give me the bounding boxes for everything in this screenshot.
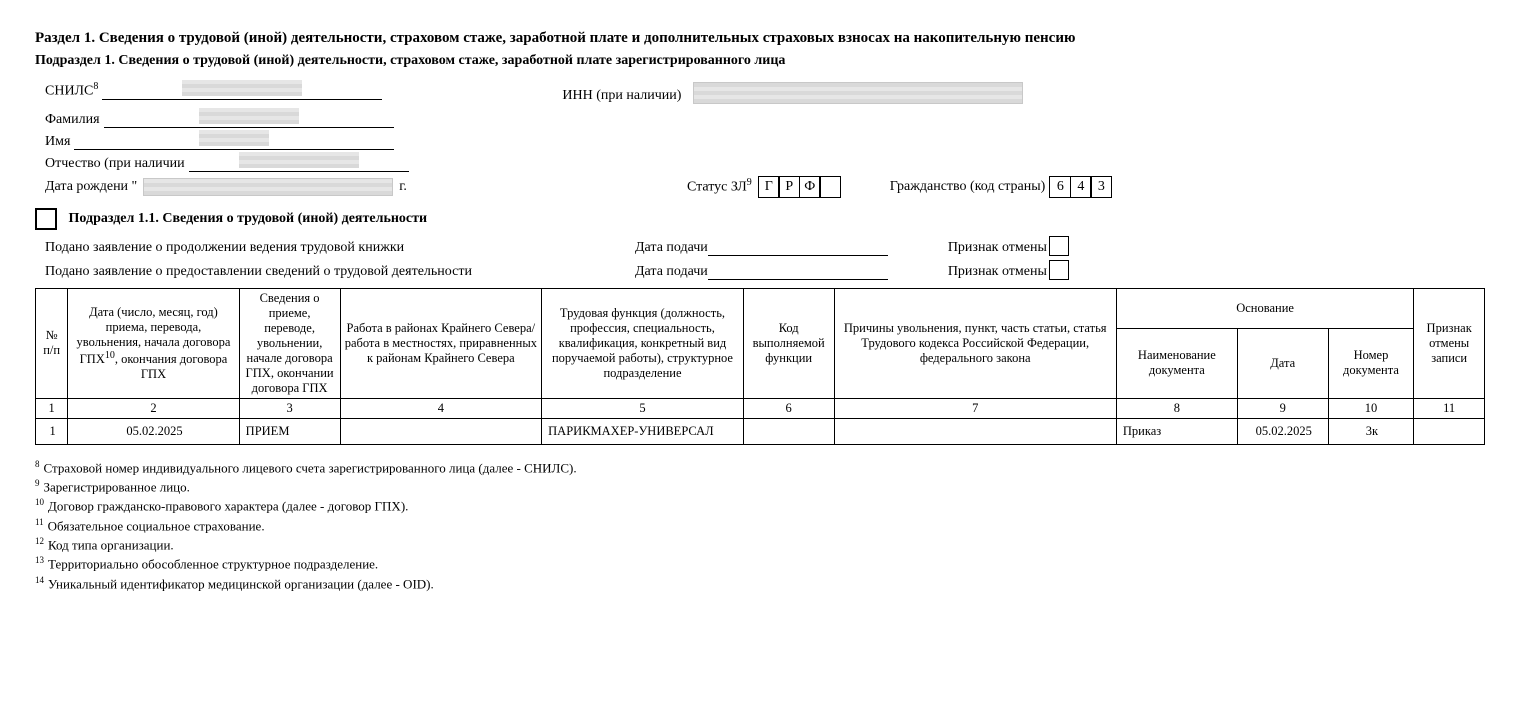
cell-docname: Приказ — [1116, 418, 1237, 444]
subsection-11-title: Подраздел 1.1. Сведения о трудовой (иной… — [69, 211, 428, 227]
status-char-2: Р — [778, 176, 800, 198]
cancel-flag-checkbox-2[interactable] — [1049, 260, 1069, 280]
footnote: 12Код типа организации. — [35, 536, 1485, 553]
th-basis-group: Основание — [1116, 288, 1413, 328]
date-submitted-label-2: Дата подачи — [635, 264, 708, 280]
snils-label: СНИЛС8 — [45, 81, 98, 100]
birthdate-value — [143, 178, 393, 196]
birthdate-suffix: г. — [399, 179, 407, 195]
decl-continue-label: Подано заявление о продолжении ведения т… — [45, 240, 635, 256]
th-date: Дата (число, месяц, год) приема, перевод… — [68, 288, 239, 398]
table-row: 1 05.02.2025 ПРИЕМ ПАРИКМАХЕР-УНИВЕРСАЛ … — [36, 418, 1485, 444]
citizenship-boxes: 6 4 3 — [1049, 176, 1111, 198]
cancel-flag-checkbox-1[interactable] — [1049, 236, 1069, 256]
subsection-title: Подраздел 1. Сведения о трудовой (иной) … — [35, 53, 1485, 69]
th-docnum: Номер документа — [1328, 328, 1414, 398]
citizenship-char-2: 4 — [1070, 176, 1092, 198]
cancel-flag-label-1: Признак отмены — [948, 240, 1047, 256]
status-char-4 — [819, 176, 841, 198]
status-boxes: Г Р Ф — [758, 176, 840, 198]
th-reason: Причины увольнения, пункт, часть статьи,… — [834, 288, 1116, 398]
citizenship-char-3: 3 — [1090, 176, 1112, 198]
citizenship-char-1: 6 — [1049, 176, 1071, 198]
citizenship-label: Гражданство (код страны) — [890, 179, 1046, 195]
cell-docnum: 3к — [1328, 418, 1414, 444]
cell-cancel — [1414, 418, 1485, 444]
th-north: Работа в районах Крайнего Севера/работа … — [340, 288, 542, 398]
cell-reason — [834, 418, 1116, 444]
birthdate-label: Дата рождени " — [45, 179, 137, 195]
cell-north — [340, 418, 542, 444]
subsection-11-header: Подраздел 1.1. Сведения о трудовой (иной… — [35, 208, 1485, 230]
th-event: Сведения о приеме, переводе, увольнении,… — [239, 288, 340, 398]
cell-date: 05.02.2025 — [68, 418, 239, 444]
status-char-1: Г — [758, 176, 780, 198]
th-cancel: Признак отмены записи — [1414, 288, 1485, 398]
footnote: 11Обязательное социальное страхование. — [35, 517, 1485, 534]
footnote: 10Договор гражданско-правового характера… — [35, 497, 1485, 514]
cell-func: ПАРИКМАХЕР-УНИВЕРСАЛ — [542, 418, 744, 444]
patronymic-label: Отчество (при наличии — [45, 156, 185, 172]
th-function: Трудовая функция (должность, профессия, … — [542, 288, 744, 398]
th-code: Код выполняемой функции — [743, 288, 834, 398]
name-label: Имя — [45, 134, 70, 150]
th-docdate: Дата — [1237, 328, 1328, 398]
status-char-3: Ф — [799, 176, 821, 198]
th-num: № п/п — [36, 288, 68, 398]
footnotes: 8Страховой номер индивидуального лицевог… — [35, 459, 1485, 592]
section-title: Раздел 1. Сведения о трудовой (иной) дея… — [35, 30, 1485, 47]
inn-label: ИНН (при наличии) — [562, 88, 681, 104]
date-submitted-label-1: Дата подачи — [635, 240, 708, 256]
inn-value — [693, 82, 1023, 104]
status-label: Статус ЗЛ9 — [687, 177, 754, 196]
th-docname: Наименование документа — [1116, 328, 1237, 398]
table-numrow: 123 456 789 1011 — [36, 398, 1485, 418]
footnote: 9Зарегистрированное лицо. — [35, 478, 1485, 495]
cancel-flag-label-2: Признак отмены — [948, 264, 1047, 280]
subsection-11-checkbox[interactable] — [35, 208, 57, 230]
date-submitted-value-2 — [708, 262, 888, 280]
footnote: 13Территориально обособленное структурно… — [35, 555, 1485, 572]
name-value — [74, 132, 394, 150]
footnote: 8Страховой номер индивидуального лицевог… — [35, 459, 1485, 476]
snils-value — [102, 82, 382, 100]
decl-provide-label: Подано заявление о предоставлении сведен… — [45, 264, 635, 280]
surname-label: Фамилия — [45, 112, 100, 128]
person-fields: СНИЛС8 ИНН (при наличии) Фамилия Имя Отч… — [35, 81, 1485, 198]
cell-num: 1 — [36, 418, 68, 444]
patronymic-value — [189, 154, 409, 172]
footnote: 14Уникальный идентификатор медицинской о… — [35, 575, 1485, 592]
employment-table: № п/п Дата (число, месяц, год) приема, п… — [35, 288, 1485, 445]
cell-docdate: 05.02.2025 — [1237, 418, 1328, 444]
cell-event: ПРИЕМ — [239, 418, 340, 444]
date-submitted-value-1 — [708, 238, 888, 256]
cell-code — [743, 418, 834, 444]
surname-value — [104, 110, 394, 128]
